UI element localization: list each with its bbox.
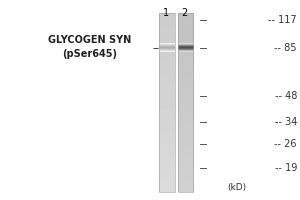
Text: -- 48: -- 48 (274, 91, 297, 101)
Text: -- 19: -- 19 (274, 163, 297, 173)
Text: -- 85: -- 85 (274, 43, 297, 53)
Text: -- 117: -- 117 (268, 15, 297, 25)
Text: 1: 1 (164, 8, 169, 18)
Text: -- 34: -- 34 (274, 117, 297, 127)
Text: (kD): (kD) (227, 183, 247, 192)
Text: --: -- (153, 43, 160, 53)
Text: 2: 2 (182, 8, 188, 18)
Text: GLYCOGEN SYN: GLYCOGEN SYN (48, 35, 132, 45)
Text: -- 26: -- 26 (274, 139, 297, 149)
Text: (pSer645): (pSer645) (62, 49, 118, 59)
